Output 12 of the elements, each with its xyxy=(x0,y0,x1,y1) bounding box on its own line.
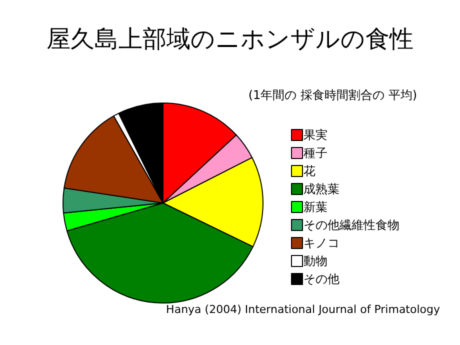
legend-label: キノコ xyxy=(304,236,340,250)
legend-label: 種子 xyxy=(304,146,328,160)
chart-title: 屋久島上部域のニホンザルの食性 xyxy=(46,25,414,53)
chart-subtitle: (1年間の 採食時間割合の 平均) xyxy=(248,88,418,102)
legend-label: 果実 xyxy=(304,128,328,142)
legend-label: 成熟葉 xyxy=(304,182,340,196)
legend-label: その他 xyxy=(304,272,340,286)
text: Hanya (2004) International Journal of Primatology xyxy=(166,303,440,316)
legend-label: 動物 xyxy=(304,254,328,268)
legend-label: その他繊維性食物 xyxy=(304,218,400,232)
legend-label: 花 xyxy=(304,164,316,178)
legend-label: 新葉 xyxy=(304,200,328,214)
